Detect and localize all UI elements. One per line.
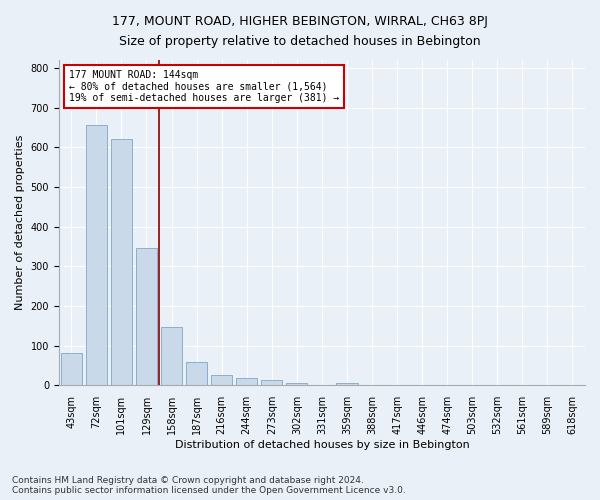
Bar — [286, 383, 307, 386]
Y-axis label: Number of detached properties: Number of detached properties — [15, 135, 25, 310]
Bar — [236, 378, 257, 386]
Bar — [111, 139, 132, 386]
Text: Size of property relative to detached houses in Bebington: Size of property relative to detached ho… — [119, 35, 481, 48]
Bar — [61, 353, 82, 386]
Text: Contains HM Land Registry data © Crown copyright and database right 2024.
Contai: Contains HM Land Registry data © Crown c… — [12, 476, 406, 495]
Text: 177 MOUNT ROAD: 144sqm
← 80% of detached houses are smaller (1,564)
19% of semi-: 177 MOUNT ROAD: 144sqm ← 80% of detached… — [70, 70, 340, 103]
Bar — [211, 376, 232, 386]
Bar — [136, 248, 157, 386]
Bar — [86, 124, 107, 386]
Bar — [336, 383, 358, 386]
Bar — [261, 380, 283, 386]
Text: 177, MOUNT ROAD, HIGHER BEBINGTON, WIRRAL, CH63 8PJ: 177, MOUNT ROAD, HIGHER BEBINGTON, WIRRA… — [112, 15, 488, 28]
Bar — [186, 362, 207, 386]
X-axis label: Distribution of detached houses by size in Bebington: Distribution of detached houses by size … — [175, 440, 469, 450]
Bar — [161, 327, 182, 386]
